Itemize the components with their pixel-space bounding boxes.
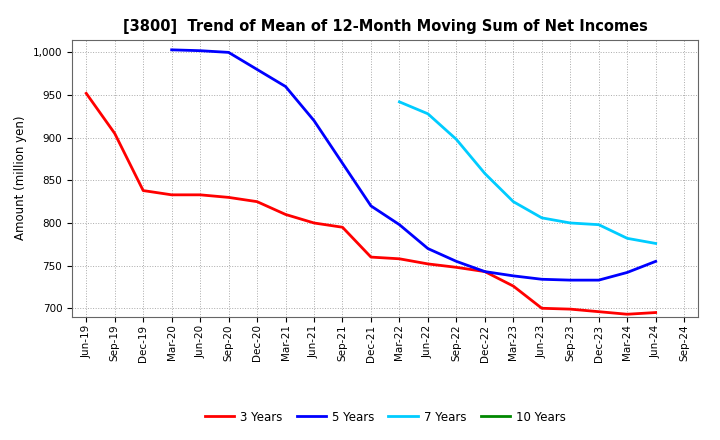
3 Years: [282, 212, 290, 217]
7 Years: [452, 137, 461, 142]
Line: 3 Years: 3 Years: [86, 93, 656, 314]
3 Years: [452, 265, 461, 270]
5 Years: [423, 246, 432, 251]
Line: 7 Years: 7 Years: [400, 102, 656, 243]
3 Years: [253, 199, 261, 204]
7 Years: [623, 236, 631, 241]
3 Years: [196, 192, 204, 198]
5 Years: [652, 259, 660, 264]
7 Years: [566, 220, 575, 226]
5 Years: [167, 47, 176, 52]
3 Years: [110, 131, 119, 136]
Line: 5 Years: 5 Years: [171, 50, 656, 280]
3 Years: [623, 312, 631, 317]
7 Years: [509, 199, 518, 204]
3 Years: [566, 307, 575, 312]
5 Years: [595, 278, 603, 283]
3 Years: [480, 269, 489, 274]
5 Years: [509, 273, 518, 279]
3 Years: [652, 310, 660, 315]
3 Years: [537, 306, 546, 311]
5 Years: [395, 222, 404, 227]
3 Years: [82, 91, 91, 96]
5 Years: [310, 118, 318, 123]
5 Years: [566, 278, 575, 283]
7 Years: [395, 99, 404, 105]
7 Years: [652, 241, 660, 246]
Y-axis label: Amount (million yen): Amount (million yen): [14, 116, 27, 240]
7 Years: [595, 222, 603, 227]
5 Years: [623, 270, 631, 275]
5 Years: [537, 277, 546, 282]
5 Years: [225, 50, 233, 55]
3 Years: [167, 192, 176, 198]
3 Years: [509, 283, 518, 289]
5 Years: [480, 269, 489, 274]
5 Years: [366, 203, 375, 209]
3 Years: [595, 309, 603, 314]
3 Years: [225, 195, 233, 200]
5 Years: [338, 161, 347, 166]
5 Years: [253, 67, 261, 72]
3 Years: [423, 261, 432, 267]
7 Years: [537, 215, 546, 220]
Legend: 3 Years, 5 Years, 7 Years, 10 Years: 3 Years, 5 Years, 7 Years, 10 Years: [200, 406, 570, 428]
3 Years: [366, 254, 375, 260]
5 Years: [196, 48, 204, 53]
3 Years: [338, 224, 347, 230]
3 Years: [395, 256, 404, 261]
Title: [3800]  Trend of Mean of 12-Month Moving Sum of Net Incomes: [3800] Trend of Mean of 12-Month Moving …: [123, 19, 647, 34]
5 Years: [452, 259, 461, 264]
3 Years: [139, 188, 148, 193]
3 Years: [310, 220, 318, 226]
7 Years: [423, 111, 432, 117]
5 Years: [282, 84, 290, 89]
7 Years: [480, 171, 489, 176]
